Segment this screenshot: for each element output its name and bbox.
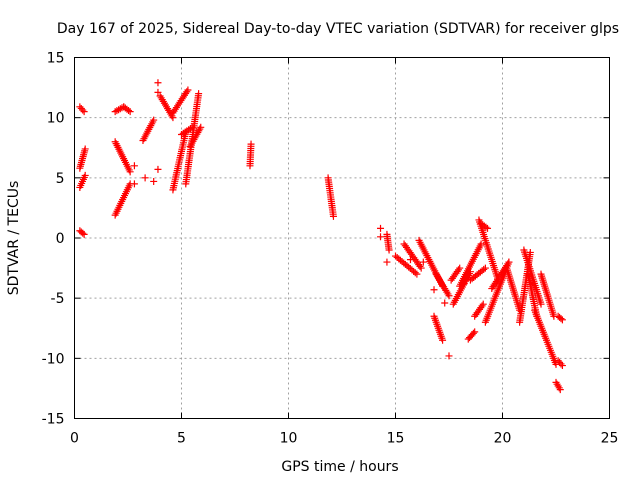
data-point — [411, 269, 419, 277]
data-point — [150, 116, 158, 124]
data-point — [558, 362, 566, 370]
x-tick-label: 15 — [387, 431, 405, 447]
data-point — [469, 329, 477, 337]
y-tick-label: -5 — [51, 291, 65, 307]
data-point — [413, 270, 421, 278]
data-point — [558, 316, 566, 324]
data-point — [439, 336, 447, 344]
data-point — [441, 299, 449, 307]
data-point — [126, 168, 134, 176]
data-point — [125, 106, 133, 114]
data-point — [482, 223, 490, 231]
data-point — [445, 292, 453, 300]
data-point — [419, 258, 427, 266]
data-point — [377, 233, 385, 241]
data-point — [80, 230, 88, 238]
data-point — [385, 246, 393, 254]
data-point — [471, 328, 479, 336]
x-tick-label: 10 — [280, 431, 298, 447]
chart-title: Day 167 of 2025, Sidereal Day-to-day VTE… — [57, 21, 619, 37]
data-points — [76, 79, 566, 394]
data-point — [154, 88, 162, 96]
data-point — [477, 240, 485, 248]
y-tick-label: -10 — [42, 351, 65, 367]
data-point — [247, 140, 255, 148]
data-point — [383, 258, 391, 266]
data-point — [417, 264, 425, 272]
data-point — [329, 212, 337, 220]
data-point — [505, 258, 513, 266]
data-point — [184, 86, 192, 94]
grid-lines — [74, 57, 610, 419]
data-point — [79, 229, 87, 237]
y-tick-label: -15 — [42, 412, 65, 428]
data-point — [556, 386, 564, 394]
data-point — [195, 90, 203, 98]
data-point — [81, 171, 89, 179]
data-point — [377, 224, 385, 232]
y-tick-label: 0 — [56, 231, 65, 247]
data-point — [406, 256, 414, 264]
data-point — [150, 177, 158, 185]
data-point — [130, 180, 138, 188]
data-point — [557, 315, 565, 323]
data-point — [80, 108, 88, 116]
y-axis-label: SDTVAR / TECUs — [6, 181, 22, 296]
plot-frame — [74, 57, 610, 419]
data-point — [416, 262, 424, 270]
data-point — [141, 174, 149, 182]
y-tick-label: 10 — [47, 111, 65, 127]
data-point — [154, 79, 162, 87]
data-point — [456, 264, 464, 272]
data-point — [478, 302, 486, 310]
data-point — [130, 162, 138, 170]
x-tick-label: 25 — [601, 431, 619, 447]
x-tick-label: 0 — [70, 431, 79, 447]
data-point — [557, 360, 565, 368]
y-tick-label: 15 — [47, 51, 65, 67]
x-tick-label: 20 — [494, 431, 512, 447]
data-point — [479, 300, 487, 308]
data-point — [182, 128, 190, 136]
data-point — [197, 123, 205, 131]
x-axis-label: GPS time / hours — [281, 459, 398, 475]
x-tick-label: 5 — [177, 431, 186, 447]
data-point — [154, 165, 162, 173]
data-point — [126, 108, 134, 116]
data-point — [454, 266, 462, 274]
data-point — [480, 265, 488, 273]
data-point — [537, 300, 545, 308]
data-point — [445, 352, 453, 360]
data-point — [81, 145, 89, 153]
data-point — [430, 286, 438, 294]
data-point — [79, 106, 87, 114]
y-tick-label: 5 — [56, 171, 65, 187]
data-point — [460, 280, 468, 288]
data-point — [481, 264, 489, 272]
data-point — [484, 224, 492, 232]
